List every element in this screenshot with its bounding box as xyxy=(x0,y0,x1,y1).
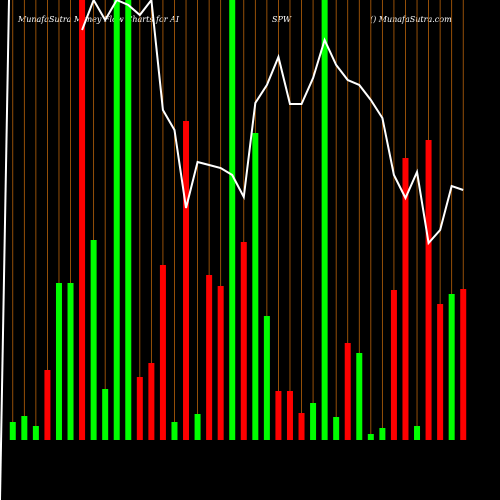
bar xyxy=(55,283,62,440)
bar xyxy=(344,343,351,440)
bar xyxy=(125,0,132,440)
bar xyxy=(194,414,201,440)
bar xyxy=(148,363,155,440)
bar xyxy=(425,140,432,440)
edge-line xyxy=(0,0,10,500)
bar xyxy=(252,133,259,440)
bar xyxy=(67,283,74,440)
bar xyxy=(21,416,28,440)
bar xyxy=(286,391,293,440)
bar xyxy=(32,426,39,440)
bar xyxy=(437,304,444,440)
bar xyxy=(367,434,374,440)
bar xyxy=(136,377,143,440)
source: () MunafaSutra.com xyxy=(370,15,452,24)
bar xyxy=(414,426,421,440)
bar xyxy=(263,316,270,440)
bar xyxy=(390,290,397,440)
bar xyxy=(356,353,363,440)
bar xyxy=(90,240,97,440)
bar xyxy=(275,391,282,440)
bar xyxy=(310,403,317,440)
bar xyxy=(217,286,224,440)
bar xyxy=(102,389,109,440)
chart-subtitle: SPW xyxy=(272,15,292,24)
bar xyxy=(229,0,236,440)
bar xyxy=(333,417,340,440)
bar xyxy=(321,0,328,440)
bar xyxy=(379,428,386,440)
bar xyxy=(183,121,190,440)
bar xyxy=(171,422,178,440)
bar xyxy=(298,413,305,440)
bar xyxy=(402,158,409,440)
bar xyxy=(9,422,16,440)
bar xyxy=(113,0,120,440)
bar xyxy=(460,289,467,440)
chart-title: MunafaSutra Money Flow Charts for AI xyxy=(17,15,180,24)
bar xyxy=(448,294,455,440)
bar xyxy=(159,265,166,440)
bar xyxy=(79,0,86,440)
bar xyxy=(44,370,51,440)
bar xyxy=(240,242,247,440)
bar xyxy=(206,275,213,440)
line xyxy=(81,0,464,246)
